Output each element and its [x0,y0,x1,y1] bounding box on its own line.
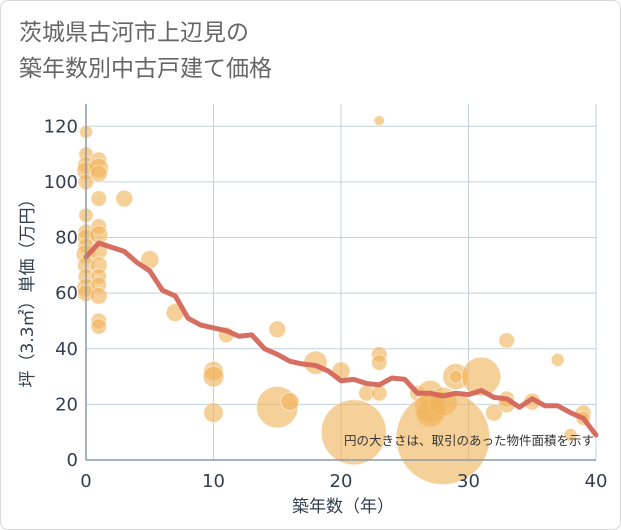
tick-labels: 0 10 20 30 40 0 20 40 60 80 100 120 [44,116,608,492]
data-point [563,427,578,442]
data-point [89,164,108,183]
y-tick-label: 120 [44,116,78,137]
chart-title: 茨城県古河市上辺見の 築年数別中古戸建て価格 [19,20,272,82]
x-tick-label: 20 [330,471,353,492]
data-point [268,320,287,339]
x-tick-label: 40 [585,471,608,492]
data-point [115,189,134,208]
x-tick-label: 10 [202,471,225,492]
data-point [448,369,463,384]
x-axis-title: 築年数（年） [292,497,394,517]
data-point [550,352,565,367]
data-point [280,391,300,412]
y-tick-label: 80 [55,228,78,249]
data-point [395,390,491,486]
trend-line [83,240,599,438]
y-tick-label: 100 [44,172,78,193]
y-tick-label: 40 [55,339,78,360]
data-point [498,332,516,349]
data-point [320,399,387,466]
trend-layer [83,240,599,438]
y-tick-label: 60 [55,283,78,304]
data-point [461,356,502,397]
data-point [202,365,225,388]
data-point [485,403,503,422]
data-point [89,286,108,305]
data-point [370,384,388,402]
size-legend-note: 円の大きさは、取引のあった物件面積を示す [344,433,594,448]
x-tick-label: 30 [457,471,480,492]
y-axis-title: 坪（3.3㎡）単価（万円） [18,190,38,387]
data-point [203,402,224,423]
y-tick-label: 20 [55,394,78,415]
data-point [373,114,385,127]
x-tick-label: 0 [80,471,91,492]
axes [85,104,596,461]
bubble-layer [75,114,592,486]
data-point [90,190,108,207]
data-point [370,354,388,371]
y-tick-label: 0 [67,450,78,471]
data-point [90,318,108,335]
